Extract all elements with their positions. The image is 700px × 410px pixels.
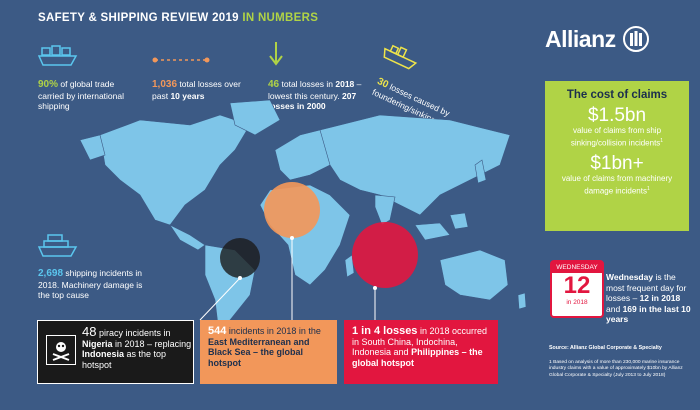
med-value: 544 — [208, 325, 227, 337]
weekday-stat: Wednesday is the most frequent day for l… — [606, 272, 696, 325]
piracy-value: 48 — [82, 324, 97, 339]
piracy-text: 48 piracy incidents in Nigeria in 2018 –… — [82, 324, 192, 370]
claim-desc-2-text: value of claims from machinery damage in… — [561, 173, 673, 196]
stat-incidents-value: 2,698 — [38, 268, 64, 279]
weekday-and: and — [606, 303, 621, 314]
piracy-text-3: as the top hotspot — [82, 349, 167, 370]
stat-2018-text2: – lowest this century. — [268, 79, 362, 101]
stat-2018-value: 46 — [268, 79, 280, 90]
stat-incidents-text: shipping incidents in 2018. Machinery da… — [38, 268, 143, 300]
stat-2018-text: total losses in — [281, 79, 334, 89]
med-text: incidents in 2018 in the — [228, 326, 321, 336]
hotspot-nigeria — [220, 238, 260, 278]
hotspot-east-med — [264, 182, 320, 238]
allianz-emblem-icon — [622, 26, 649, 52]
calendar-icon: WEDNESDAY 12 in 2018 — [550, 260, 604, 318]
stat-2018-text3: 207 losses in 2000 — [268, 90, 357, 112]
claims-heading: The cost of claims — [566, 89, 668, 101]
asia-region: Philippines – the global hotspot — [352, 347, 483, 368]
claim-sup-2: 1 — [646, 185, 650, 192]
piracy-box: 48 piracy incidents in Nigeria in 2018 –… — [37, 320, 194, 384]
cargo-ship-icon — [38, 45, 78, 66]
stat-2018-year: 2018 — [335, 79, 355, 89]
footnote: 1 Based on analysis of more than 230,000… — [549, 360, 683, 378]
weekday-hl1: 12 in 2018 — [639, 293, 681, 303]
stat-incidents: 2,698 shipping incidents in 2018. Machin… — [38, 268, 148, 301]
logo-text: Allianz — [545, 25, 616, 52]
stat-total-suffix: 10 years — [170, 90, 205, 101]
claim-desc-2: value of claims from machinery damage in… — [545, 174, 689, 197]
title-main: SAFETY & SHIPPING REVIEW 2019 — [38, 12, 239, 24]
asia-value: 1 in 4 losses — [352, 325, 418, 337]
calendar-year: in 2018 — [566, 299, 588, 306]
page-title: SAFETY & SHIPPING REVIEW 2019 IN NUMBERS — [38, 12, 318, 24]
cost-of-claims-panel: The cost of claims $1.5bn value of claim… — [545, 81, 689, 231]
timeline-icon — [152, 57, 210, 63]
calendar-number: 12 — [563, 272, 591, 299]
piracy-text-1: piracy incidents in — [98, 328, 171, 338]
asia-text: in 2018 occurred in South China, Indochi… — [352, 326, 487, 357]
source-note: Source: Allianz Global Corporate & Speci… — [549, 345, 662, 351]
stat-trade: 90% of global trade carried by internati… — [38, 79, 138, 112]
hotspot-south-china — [352, 222, 418, 288]
piracy-place-2: Indonesia — [82, 349, 125, 359]
piracy-text-2: in 2018 – replacing — [115, 338, 192, 349]
pirate-flag-icon — [46, 335, 76, 365]
stat-total-value: 1,036 — [152, 79, 178, 90]
weekday-text: is the most frequent day for losses – — [606, 272, 687, 303]
down-arrow-icon — [269, 42, 283, 66]
weekday-hl2: 169 in the last 10 years — [606, 303, 691, 325]
world-map — [79, 99, 527, 326]
south-china-box: 1 in 4 losses in 2018 occurred in South … — [344, 320, 498, 384]
med-region: East Mediterranean and Black Sea – the g… — [208, 336, 310, 368]
piracy-place: Nigeria — [82, 338, 113, 349]
calendar-day: WEDNESDAY — [552, 262, 602, 273]
claim-desc-1-text: value of claims from ship sinking/collis… — [570, 126, 662, 148]
stat-trade-value: 90% — [38, 79, 59, 90]
east-med-box: 544 incidents in 2018 in the East Medite… — [200, 320, 337, 384]
sinking-ship-icon — [383, 44, 418, 70]
title-accent: IN NUMBERS — [242, 12, 319, 24]
cruise-ship-icon — [38, 234, 78, 257]
stat-total-losses: 1,036 total losses over past 10 years — [152, 79, 257, 101]
weekday-lead: Wednesday — [606, 272, 654, 282]
stat-total-text: total losses over past — [152, 79, 241, 101]
claim-desc-1: value of claims from ship sinking/collis… — [545, 126, 689, 149]
claim-amount-1: $1.5bn — [587, 105, 647, 126]
stat-losses-2018: 46 total losses in 2018 – lowest this ce… — [268, 79, 378, 112]
allianz-logo: Allianz — [545, 24, 685, 54]
claim-sup-1: 1 — [660, 138, 664, 144]
stat-trade-text: of global trade carried by international… — [38, 79, 124, 111]
claim-amount-2: $1bn+ — [590, 152, 644, 174]
